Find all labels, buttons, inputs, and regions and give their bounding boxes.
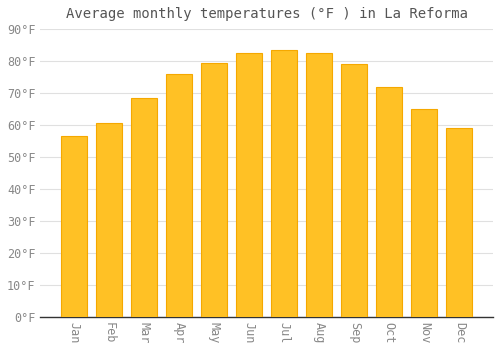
Bar bbox=[166, 74, 192, 317]
Bar bbox=[61, 136, 87, 317]
Bar bbox=[131, 98, 157, 317]
Bar bbox=[341, 64, 367, 317]
Bar bbox=[96, 124, 122, 317]
Bar bbox=[306, 53, 332, 317]
Title: Average monthly temperatures (°F ) in La Reforma: Average monthly temperatures (°F ) in La… bbox=[66, 7, 468, 21]
Bar bbox=[376, 86, 402, 317]
Bar bbox=[271, 50, 297, 317]
Bar bbox=[446, 128, 472, 317]
Bar bbox=[236, 53, 262, 317]
Bar bbox=[411, 109, 438, 317]
Bar bbox=[201, 63, 228, 317]
